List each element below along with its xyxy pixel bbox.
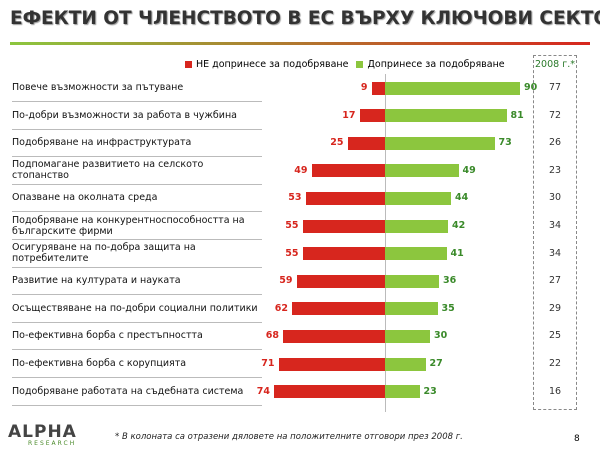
chart-title: ЕФЕКТИ ОТ ЧЛЕНСТВОТО В ЕС ВЪРХУ КЛЮЧОВИ …	[10, 8, 600, 29]
title-rule	[10, 42, 590, 45]
value-label: 90	[524, 82, 538, 93]
logo-subtitle: RESEARCH	[28, 440, 77, 447]
bar	[385, 302, 438, 316]
legend-label: Допринесе за подобряване	[367, 59, 505, 70]
bar	[292, 302, 385, 316]
page-number: 8	[574, 434, 580, 444]
column-value: 34	[548, 220, 562, 231]
bar	[385, 191, 451, 205]
value-label: 74	[256, 385, 270, 397]
bar	[385, 109, 507, 123]
value-label: 49	[294, 164, 308, 176]
category-label: Подпомагане развитието на селското стопа…	[12, 157, 262, 185]
category-label: Подобряване работата на съдебната систем…	[12, 378, 262, 406]
column-value: 25	[548, 330, 562, 342]
legend-swatch	[356, 61, 364, 68]
bar	[385, 164, 459, 178]
legend-label: НЕ допринесе за подобряване	[196, 59, 349, 70]
value-label: 42	[452, 220, 466, 231]
value-label: 27	[429, 358, 443, 369]
column-box	[533, 55, 577, 410]
value-label: 71	[261, 358, 275, 369]
bar	[385, 136, 495, 150]
bar	[302, 219, 385, 233]
column-value: 22	[548, 358, 562, 369]
category-label: Опазване на околната среда	[12, 184, 262, 213]
value-label: 9	[360, 82, 368, 93]
column-value: 16	[548, 385, 562, 397]
bar	[385, 329, 430, 343]
value-label: 73	[498, 137, 512, 149]
value-label: 59	[279, 275, 293, 287]
value-label: 55	[285, 247, 299, 259]
value-label: 53	[288, 192, 302, 204]
bar	[385, 274, 439, 288]
legend: НЕ допринесе за подобряване Допринесе за …	[185, 59, 505, 70]
bar	[278, 357, 385, 371]
column-value: 30	[548, 192, 562, 204]
bar	[347, 136, 385, 150]
bar	[371, 81, 385, 95]
value-label: 17	[342, 109, 356, 121]
value-label: 55	[285, 220, 299, 231]
value-label: 36	[443, 275, 457, 287]
bar	[274, 385, 385, 399]
bar	[305, 191, 385, 205]
category-label: Повече възможности за пътуване	[12, 74, 262, 102]
category-label: По-добри възможности за работа в чужбина	[12, 102, 262, 130]
column-value: 29	[548, 302, 562, 314]
column-value: 27	[548, 275, 562, 287]
column-header: 2008 г.*	[535, 59, 575, 70]
bar	[385, 219, 448, 233]
category-label: Осигуряване на по-добра защита на потреб…	[12, 240, 262, 268]
bar	[283, 329, 385, 343]
bar	[385, 385, 420, 399]
value-label: 81	[510, 109, 524, 121]
bar	[296, 274, 385, 288]
bar	[311, 164, 385, 178]
category-label: Подобряване на инфраструктурата	[12, 129, 262, 158]
value-label: 41	[450, 247, 464, 259]
bar	[302, 247, 385, 261]
value-label: 35	[441, 302, 455, 314]
category-label: Развитие на културата и науката	[12, 267, 262, 296]
value-label: 49	[462, 164, 476, 176]
category-label: Подобряване на конкурентноспособността н…	[12, 212, 262, 240]
column-value: 77	[548, 82, 562, 93]
logo: ALPHA	[8, 422, 77, 442]
column-value: 23	[548, 164, 562, 176]
center-axis	[385, 74, 386, 412]
bar	[385, 357, 426, 371]
bar	[385, 81, 520, 95]
category-label: По-ефективна борба с престъпността	[12, 322, 262, 351]
value-label: 44	[455, 192, 469, 204]
value-label: 62	[274, 302, 288, 314]
bar	[385, 247, 447, 261]
value-label: 25	[330, 137, 344, 149]
category-label: По-ефективна борба с корупцията	[12, 350, 262, 378]
bar	[359, 109, 385, 123]
column-value: 72	[548, 109, 562, 121]
category-label: Осъществяване на по-добри социални полит…	[12, 295, 262, 323]
value-label: 30	[434, 330, 448, 342]
column-value: 34	[548, 247, 562, 259]
value-label: 68	[265, 330, 279, 342]
footnote: * В колоната са отразени дяловете на пол…	[115, 432, 463, 442]
column-value: 26	[548, 137, 562, 149]
value-label: 23	[423, 385, 437, 397]
legend-swatch	[185, 61, 192, 68]
